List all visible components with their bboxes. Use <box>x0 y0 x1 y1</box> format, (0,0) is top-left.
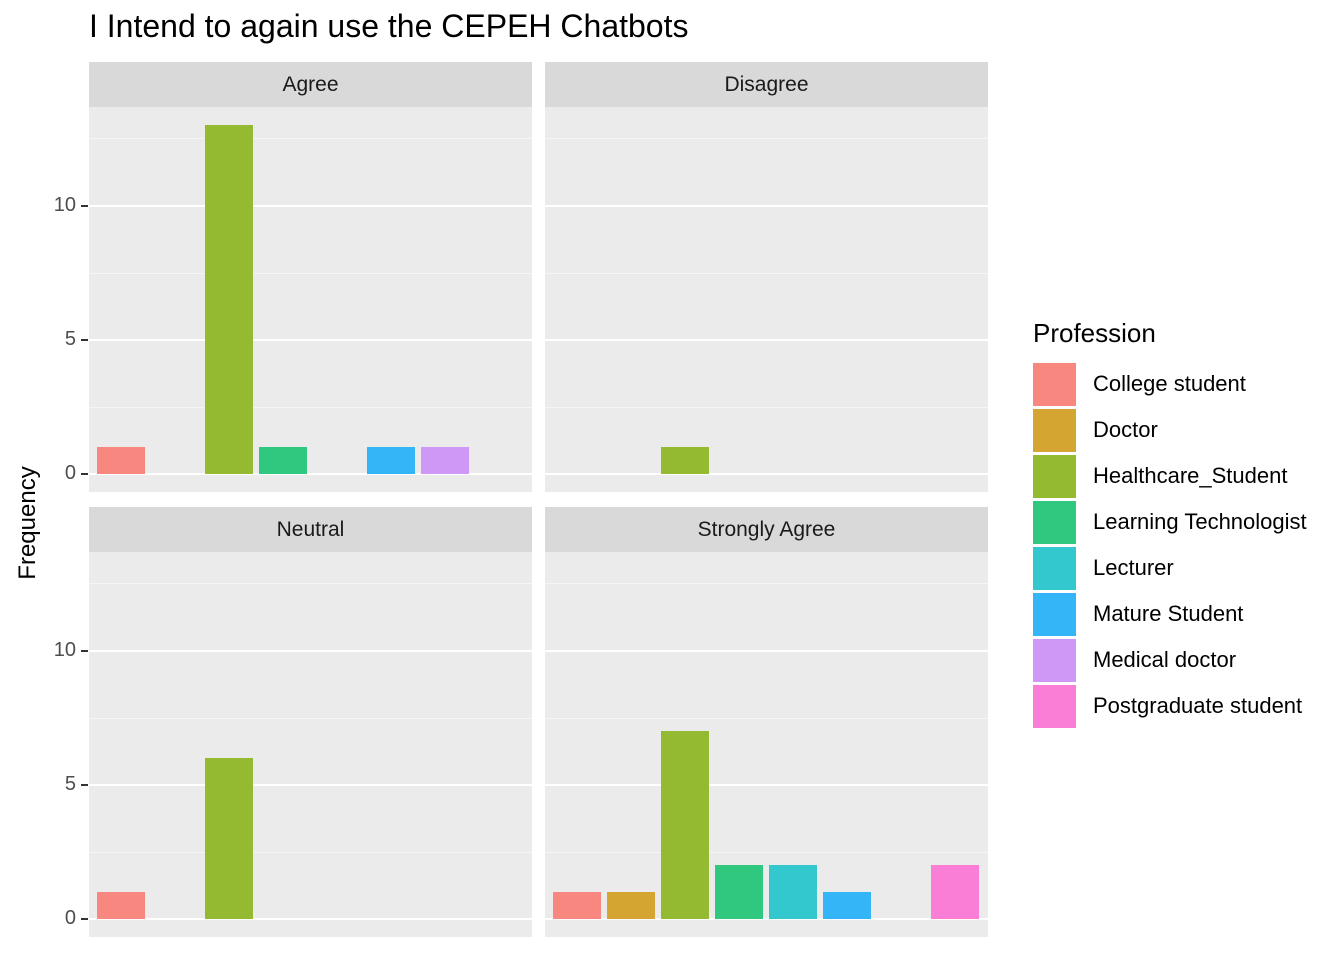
bar-mature-student <box>367 447 415 474</box>
bar-healthcare-student <box>205 757 253 919</box>
major-gridline <box>89 338 532 341</box>
minor-gridline <box>89 138 532 140</box>
minor-gridline <box>545 583 988 585</box>
major-gridline <box>545 204 988 207</box>
y-tick-label: 5 <box>64 772 76 795</box>
facet-panel-neutral: Neutral <box>89 507 532 937</box>
major-gridline <box>545 473 988 475</box>
facet-panel-strongly-agree: Strongly Agree <box>545 507 988 937</box>
y-tick-label: 0 <box>64 462 76 484</box>
major-gridline <box>89 918 532 920</box>
major-gridline <box>89 204 532 207</box>
legend-swatch <box>1033 592 1076 636</box>
minor-gridline <box>89 851 532 853</box>
legend-label: Medical doctor <box>1093 647 1237 672</box>
minor-gridline <box>545 851 988 853</box>
legend-item: Medical doctor <box>1033 637 1307 683</box>
major-gridline <box>89 473 532 475</box>
minor-gridline <box>545 138 988 140</box>
bar-lecturer <box>769 865 817 919</box>
facet-strip-label: Disagree <box>545 62 988 107</box>
major-gridline <box>545 338 988 341</box>
legend-swatch <box>1033 454 1076 498</box>
bar-college-student <box>97 892 145 919</box>
facet-plot-area <box>545 552 988 937</box>
legend-item: Learning Technologist <box>1033 499 1307 545</box>
chart-title: I Intend to again use the CEPEH Chatbots <box>89 8 689 44</box>
legend-item: Lecturer <box>1033 545 1307 591</box>
y-tick-mark <box>81 204 88 207</box>
bar-doctor <box>607 892 655 919</box>
minor-gridline <box>89 583 532 585</box>
y-tick-mark <box>81 473 88 475</box>
bar-healthcare-student <box>661 447 709 474</box>
legend-label: Postgraduate student <box>1093 693 1303 718</box>
major-gridline <box>89 649 532 652</box>
facet-panel-agree: Agree <box>89 62 532 492</box>
y-tick-label: 0 <box>64 907 76 929</box>
major-gridline <box>545 783 988 786</box>
legend-label: Lecturer <box>1093 555 1174 580</box>
y-tick-label: 10 <box>53 638 76 661</box>
legend-item: Mature Student <box>1033 591 1307 637</box>
legend-swatch <box>1033 546 1076 590</box>
legend-swatch <box>1033 638 1076 682</box>
y-tick-label: 5 <box>64 327 76 350</box>
bar-healthcare-student <box>205 124 253 474</box>
facet-strip-label: Strongly Agree <box>545 507 988 552</box>
legend-label: College student <box>1093 371 1246 396</box>
legend-items: College student Doctor Healthcare_Student L… <box>1033 361 1307 729</box>
legend-item: Healthcare_Student <box>1033 453 1307 499</box>
legend: Profession College student Doctor Healthca… <box>1033 318 1307 729</box>
y-tick-mark <box>81 649 88 652</box>
minor-gridline <box>545 717 988 719</box>
major-gridline <box>545 918 988 920</box>
legend-item: Postgraduate student <box>1033 683 1307 729</box>
facet-strip-label: Agree <box>89 62 532 107</box>
legend-swatch <box>1033 362 1076 406</box>
minor-gridline <box>89 717 532 719</box>
bar-college-student <box>553 892 601 919</box>
minor-gridline <box>89 272 532 274</box>
bar-mature-student <box>823 892 871 919</box>
facet-plot-area <box>89 552 532 937</box>
legend-swatch <box>1033 500 1076 544</box>
y-tick-mark <box>81 918 88 920</box>
legend-item: Doctor <box>1033 407 1307 453</box>
minor-gridline <box>89 406 532 408</box>
legend-title: Profession <box>1033 318 1156 348</box>
legend-swatch <box>1033 684 1076 728</box>
minor-gridline <box>545 272 988 274</box>
legend-item: College student <box>1033 361 1307 407</box>
bar-postgraduate-student <box>931 865 979 919</box>
bar-college-student <box>97 447 145 474</box>
legend-label: Learning Technologist <box>1093 509 1307 534</box>
bar-learning-technologist <box>259 447 307 474</box>
major-gridline <box>545 649 988 652</box>
y-tick-label: 10 <box>53 193 76 216</box>
facet-strip-label: Neutral <box>89 507 532 552</box>
facet-panel-disagree: Disagree <box>545 62 988 492</box>
y-tick-mark <box>81 338 88 341</box>
facet-plot-area <box>89 107 532 492</box>
facet-plot-area <box>545 107 988 492</box>
legend-label: Mature Student <box>1093 601 1244 626</box>
minor-gridline <box>545 406 988 408</box>
bar-learning-technologist <box>715 865 763 919</box>
bar-medical-doctor <box>421 447 469 474</box>
bar-healthcare-student <box>661 731 709 919</box>
legend-label: Doctor <box>1093 417 1158 442</box>
legend-swatch <box>1033 408 1076 452</box>
major-gridline <box>89 783 532 786</box>
y-tick-mark <box>81 783 88 786</box>
legend-label: Healthcare_Student <box>1093 463 1288 488</box>
